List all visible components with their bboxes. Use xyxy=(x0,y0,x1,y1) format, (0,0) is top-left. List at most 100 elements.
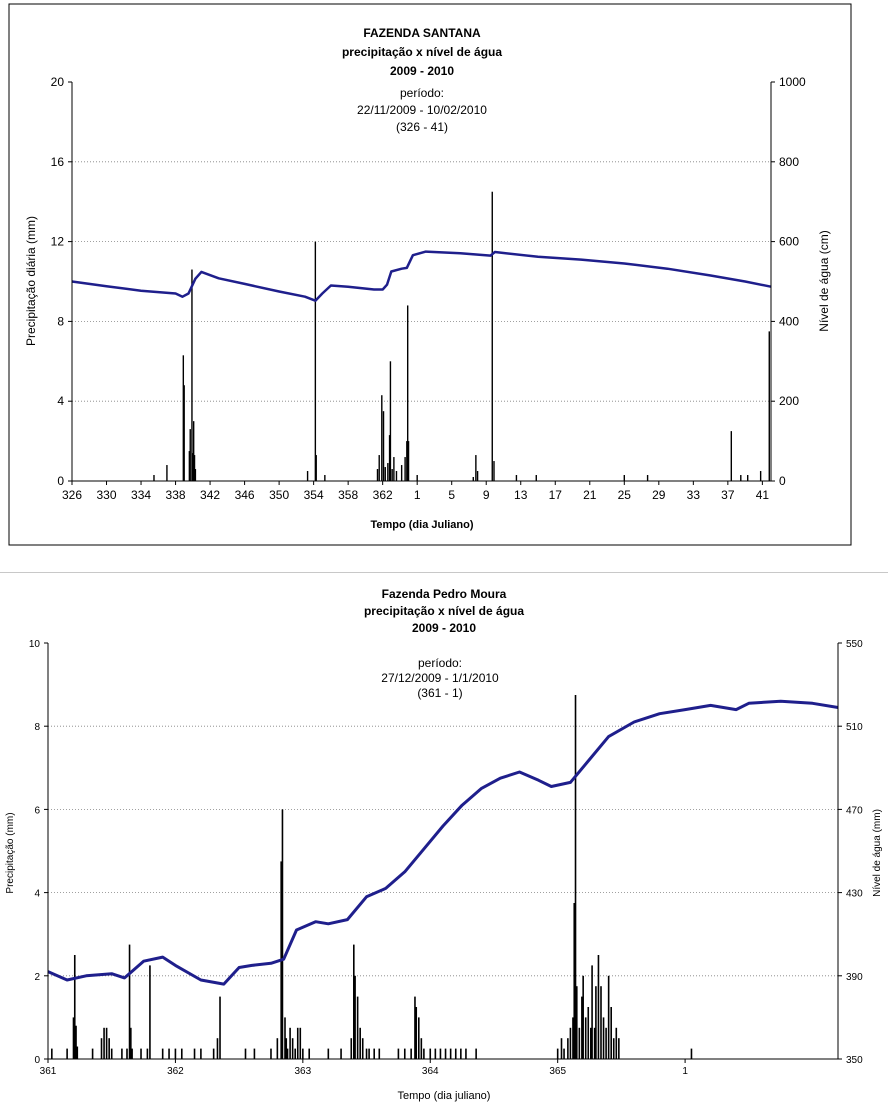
precipitation-bar xyxy=(368,1048,370,1059)
precipitation-bar xyxy=(327,1048,330,1059)
precipitation-bar xyxy=(356,996,359,1059)
precipitation-bar xyxy=(51,1048,53,1059)
y-axis-label-left: Precipitação (mm) xyxy=(5,812,16,893)
precipitation-bar xyxy=(378,1048,381,1059)
precipitation-bar xyxy=(76,1046,79,1059)
x-tick-label: 37 xyxy=(721,488,735,502)
precipitation-bar xyxy=(130,1027,132,1059)
precipitation-bar xyxy=(567,1038,569,1059)
y2-tick-label: 390 xyxy=(846,972,863,983)
precipitation-bar xyxy=(149,965,151,1059)
precipitation-bar xyxy=(759,471,762,481)
precipitation-bar xyxy=(395,471,398,481)
precipitation-bar xyxy=(161,1048,164,1059)
x-tick-label: 13 xyxy=(514,488,528,502)
precipitation-bar xyxy=(72,1017,75,1059)
precipitation-bar xyxy=(153,475,155,481)
precipitation-bar xyxy=(140,1048,142,1059)
separator-line xyxy=(0,572,888,573)
x-tick-label: 330 xyxy=(97,488,117,502)
precipitation-bar xyxy=(108,1038,110,1059)
precipitation-bar xyxy=(194,469,197,481)
y-tick-label: 8 xyxy=(34,722,40,733)
y2-tick-label: 400 xyxy=(779,314,799,328)
precipitation-bar xyxy=(465,1048,467,1059)
precipitation-bar xyxy=(595,986,597,1059)
x-tick-label: 17 xyxy=(549,488,563,502)
y2-tick-label: 550 xyxy=(846,639,863,650)
y-axis-label-right: Nível de água (cm) xyxy=(817,230,831,331)
y2-tick-label: 350 xyxy=(846,1055,863,1066)
precipitation-bar xyxy=(183,385,185,481)
precipitation-bar xyxy=(200,1048,202,1059)
chart-title-line-2: precipitação x nível de água xyxy=(364,604,524,618)
y-tick-label: 12 xyxy=(51,235,65,249)
x-tick-label: 41 xyxy=(756,488,770,502)
precipitation-bar xyxy=(110,1048,113,1059)
x-tick-label: 33 xyxy=(687,488,701,502)
y-tick-label: 16 xyxy=(51,155,65,169)
precipitation-bar xyxy=(535,475,537,481)
x-tick-label: 362 xyxy=(373,488,393,502)
precipitation-bar xyxy=(388,435,391,481)
axes xyxy=(71,82,772,482)
precipitation-bar xyxy=(403,1048,406,1059)
precipitation-bar xyxy=(556,1048,559,1059)
chart-fazenda-santana: FAZENDA SANTANA precipitação x nível de … xyxy=(8,3,852,546)
precipitation-bar xyxy=(291,1038,294,1059)
y-tick-label: 20 xyxy=(51,75,65,89)
y-tick-label: 8 xyxy=(57,314,64,328)
x-tick-label: 334 xyxy=(131,488,151,502)
precipitation-bar xyxy=(168,1048,170,1059)
chart-title-line-3: 2009 - 2010 xyxy=(390,64,454,78)
precipitation-bar xyxy=(472,477,474,481)
precipitation-bar xyxy=(193,1048,196,1059)
precipitation-bar xyxy=(593,1027,596,1059)
precipitation-bar xyxy=(560,1038,563,1059)
precipitation-bar xyxy=(610,1007,612,1059)
precipitation-bar xyxy=(381,395,383,481)
x-tick-label: 25 xyxy=(618,488,632,502)
y-axis-label-left: Precipitação diária (mm) xyxy=(24,216,38,346)
precipitation-bar xyxy=(376,469,379,481)
precipitation-bar xyxy=(454,1048,457,1059)
precipitation-bar xyxy=(66,1048,68,1059)
precipitation-bar xyxy=(193,455,196,481)
precipitation-bar xyxy=(690,1048,693,1059)
precipitation-bar xyxy=(515,475,518,481)
y-tick-label: 6 xyxy=(34,805,40,816)
precipitation-bar xyxy=(192,421,195,481)
x-tick-label: 1 xyxy=(682,1066,688,1077)
precipitation-bar xyxy=(397,1048,400,1059)
x-tick-label: 342 xyxy=(200,488,220,502)
water-level-line xyxy=(47,699,839,986)
precipitation-bar xyxy=(605,1027,607,1059)
precipitation-bar xyxy=(569,1027,572,1059)
precipitation-bar xyxy=(212,1048,215,1059)
precipitation-bar xyxy=(299,1027,302,1059)
precipitation-bar xyxy=(581,996,583,1059)
y2-tick-label: 0 xyxy=(779,474,786,488)
y-tick-label: 0 xyxy=(34,1055,40,1066)
x-tick-label: 350 xyxy=(269,488,289,502)
precipitation-bar xyxy=(572,1017,574,1059)
x-axis-ticks: 361 362 363 364 365 1 xyxy=(40,1059,688,1077)
precipitation-bar xyxy=(359,1027,361,1059)
precipitation-bars xyxy=(153,191,770,481)
precipitation-bar xyxy=(324,475,326,481)
precipitation-bar xyxy=(591,965,593,1059)
precipitation-bar xyxy=(302,1048,304,1059)
precipitation-bar xyxy=(563,1048,565,1059)
chart-title-line-2: precipitação x nível de água xyxy=(342,45,502,59)
precipitation-bar xyxy=(429,1048,432,1059)
precipitation-bar xyxy=(590,1027,592,1059)
precipitation-bar xyxy=(389,361,392,481)
precipitation-bar xyxy=(340,1048,342,1059)
precipitation-bar xyxy=(740,475,742,481)
y-axis-label-right: Nível de água (mm) xyxy=(872,809,883,897)
precipitation-bar xyxy=(407,441,410,481)
precipitation-bar xyxy=(768,331,770,481)
y-axis-ticks-right: 0 200 400 600 800 1000 xyxy=(771,75,806,488)
precipitation-bar xyxy=(294,1048,296,1059)
period-label: período: xyxy=(418,656,462,670)
